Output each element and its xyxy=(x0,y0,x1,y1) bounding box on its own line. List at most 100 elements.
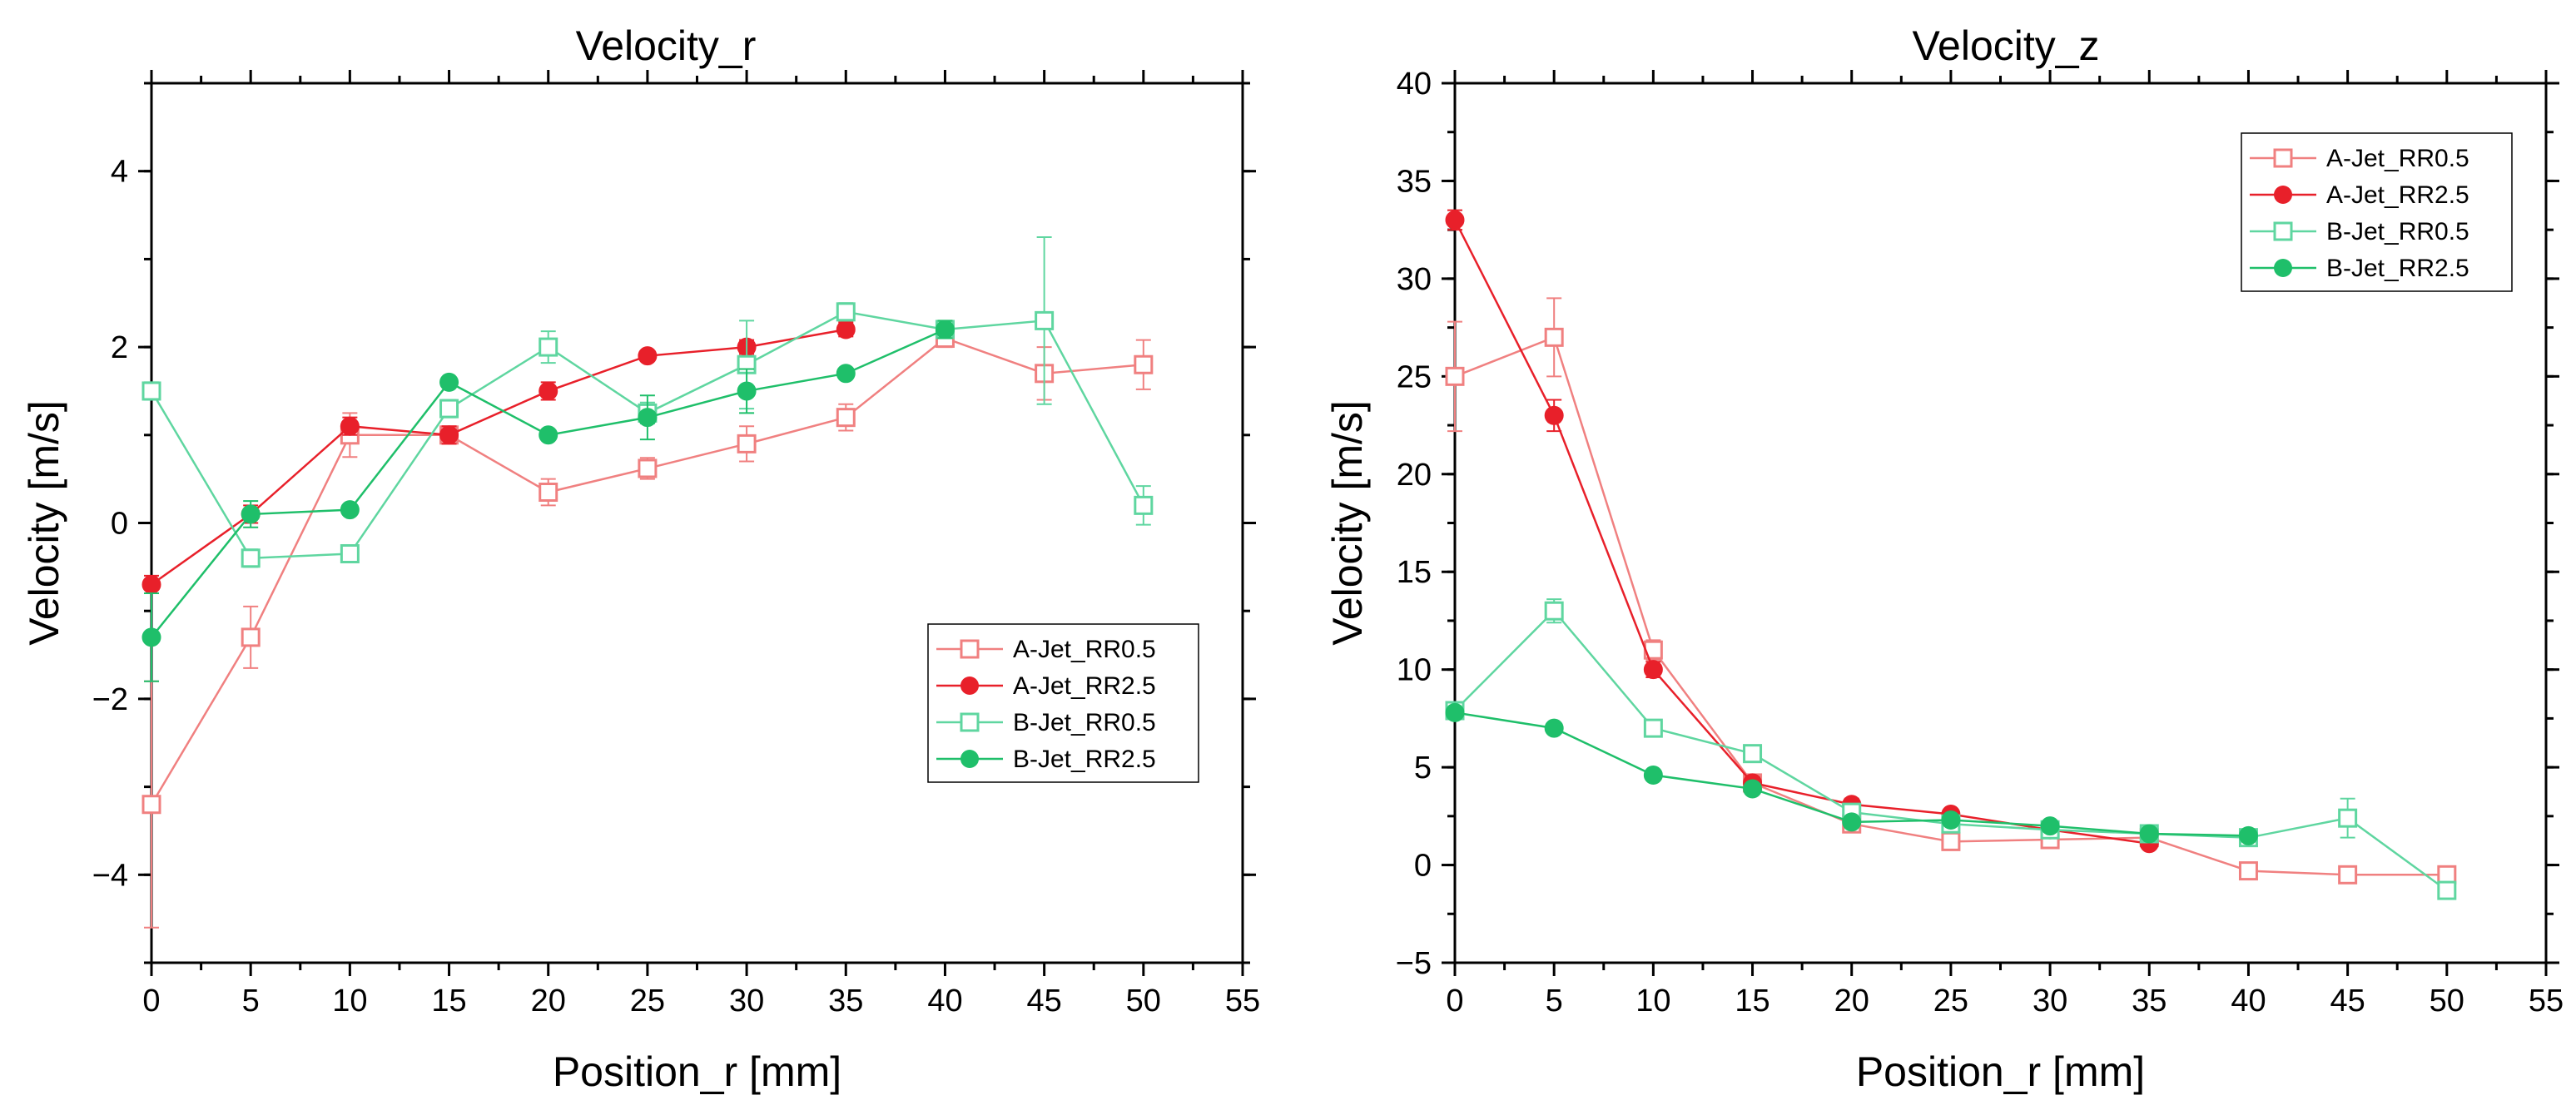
chart1-b-jet-rr2-5-point xyxy=(2040,816,2060,836)
chart0-x-tick-label: 10 xyxy=(332,984,367,1018)
chart1-x-tick-label: 45 xyxy=(2330,984,2365,1018)
chart0-a-jet-rr2-5-point xyxy=(539,381,558,401)
chart0-a-jet-rr2-5-point xyxy=(638,346,658,366)
velocity-r-chart: Velocity_r 0 5 10 15 20 25 30 35 40 45 50 55 −4 −2 0 2 4 P… xyxy=(21,22,1260,1095)
chart0-b-jet-rr2-5-series xyxy=(141,320,955,682)
chart0-a-jet-rr0-5-point xyxy=(836,408,856,428)
chart1-y-axis-label: Velocity [m/s] xyxy=(1324,400,1371,646)
chart0-b-jet-rr2-5-point xyxy=(836,364,856,384)
chart0-x-tick-label: 5 xyxy=(242,984,260,1018)
chart1-b-jet-rr2-5-series xyxy=(1445,702,2258,845)
chart1-y-tick-label: 35 xyxy=(1397,164,1432,199)
chart0-title: Velocity_r xyxy=(576,22,757,69)
chart0-a-jet-rr2-5-point xyxy=(141,574,161,594)
chart1-a-jet-rr0-5-point xyxy=(1544,327,1564,347)
chart0-a-jet-rr2-5-point xyxy=(340,416,360,436)
chart1-b-jet-rr0-5-point xyxy=(1544,601,1564,621)
chart1-a-jet-rr2-5-line xyxy=(1453,219,2150,845)
chart1-y-tick-label: 10 xyxy=(1397,653,1432,688)
chart0-plot-frame xyxy=(150,82,1244,964)
chart0-legend-b-jet-rr0-5-marker xyxy=(960,712,980,732)
chart0-a-jet-rr2-5-line xyxy=(151,328,846,586)
chart0-b-jet-rr2-5-point xyxy=(737,381,757,401)
chart1-x-tick-label: 55 xyxy=(2529,984,2564,1018)
chart1-a-jet-rr2-5-point xyxy=(1643,660,1663,680)
chart1-x-tick-label: 10 xyxy=(1635,984,1670,1018)
chart1-y-tick-label: 25 xyxy=(1397,359,1432,394)
chart1-x-tick-label: 50 xyxy=(2430,984,2464,1018)
chart1-b-jet-rr0-5-point xyxy=(2437,880,2457,900)
chart1-a-jet-rr2-5-point xyxy=(1445,210,1465,230)
chart1-x-tick-label: 35 xyxy=(2132,984,2167,1018)
chart0-b-jet-rr0-5-point xyxy=(141,381,161,401)
chart0-b-jet-rr2-5-point xyxy=(539,425,558,445)
chart0-a-jet-rr0-5-point xyxy=(638,458,658,478)
chart1-b-jet-rr2-5-point xyxy=(1544,718,1564,738)
chart1-b-jet-rr0-5-point xyxy=(1643,718,1663,738)
chart0-a-jet-rr0-5-point xyxy=(539,483,558,503)
chart1-a-jet-rr0-5-point xyxy=(1941,831,1961,851)
chart1-x-axis-label: Position_r [mm] xyxy=(1856,1048,2145,1095)
chart1-y-tick-label: 30 xyxy=(1397,262,1432,297)
velocity-z-chart: Velocity_z 0 5 10 15 20 25 30 35 40 45 50 55 −5 0 5 10 15… xyxy=(1324,22,2564,1095)
chart1-y-tick-label: 20 xyxy=(1397,458,1432,493)
chart1-legend-b-jet-rr2-5-label: B-Jet_RR2.5 xyxy=(2326,255,2469,282)
chart0-y-tick-label: −4 xyxy=(92,858,128,893)
chart0-b-jet-rr2-5-point xyxy=(141,627,161,647)
chart0-legend-b-jet-rr0-5-label: B-Jet_RR0.5 xyxy=(1013,709,1156,736)
chart0-legend-b-jet-rr2-5-marker xyxy=(960,750,979,768)
chart1-y-tick-label: 5 xyxy=(1414,751,1432,785)
chart0-a-jet-rr0-5-point xyxy=(1134,354,1154,374)
chart1-a-jet-rr0-5-line xyxy=(1454,335,2447,876)
chart1-b-jet-rr0-5-point xyxy=(2338,808,2358,828)
chart1-x-tick-label: 30 xyxy=(2033,984,2067,1018)
chart0-x-tick-label: 15 xyxy=(431,984,466,1018)
chart0-y-tick-label: 2 xyxy=(111,330,128,365)
chart1-x-tick-label: 20 xyxy=(1834,984,1869,1018)
chart0-y-tick-label: 0 xyxy=(111,507,128,542)
chart0-b-jet-rr2-5-point xyxy=(935,320,955,339)
chart0-a-jet-rr0-5-point xyxy=(241,627,261,647)
chart0-b-jet-rr2-5-point xyxy=(439,372,459,392)
chart1-legend-a-jet-rr2-5-marker xyxy=(2274,186,2292,204)
chart1-a-jet-rr0-5-point xyxy=(2338,865,2358,885)
chart0-y-tick-label: −2 xyxy=(92,682,128,717)
chart1-b-jet-rr0-5-point xyxy=(1743,744,1763,764)
chart1-a-jet-rr0-5-point xyxy=(2437,865,2457,885)
chart0-b-jet-rr2-5-point xyxy=(638,408,658,428)
chart0-x-tick-label: 30 xyxy=(729,984,764,1018)
chart1-legend-b-jet-rr0-5-marker xyxy=(2273,221,2293,241)
chart1-b-jet-rr2-5-point xyxy=(2139,824,2159,844)
chart0-legend: A-Jet_RR0.5 A-Jet_RR2.5 B-Jet_RR0.5 B-Jet_R… xyxy=(927,623,1199,783)
chart1-a-jet-rr0-5-point xyxy=(1445,366,1465,386)
chart0-x-tick-label: 50 xyxy=(1126,984,1161,1018)
chart1-legend: A-Jet_RR0.5 A-Jet_RR2.5 B-Jet_RR0.5 B-Jet_R… xyxy=(2241,132,2513,292)
chart0-legend-a-jet-rr0-5-label: A-Jet_RR0.5 xyxy=(1013,636,1156,663)
chart0-y-tick-label: 4 xyxy=(111,155,128,190)
chart0-a-jet-rr2-5-point xyxy=(439,425,459,445)
chart0-b-jet-rr2-5-point xyxy=(340,500,360,520)
chart0-a-jet-rr0-5-point xyxy=(737,434,757,453)
chart1-title: Velocity_z xyxy=(1912,22,2099,69)
chart0-legend-b-jet-rr2-5-label: B-Jet_RR2.5 xyxy=(1013,746,1156,773)
chart0-x-tick-label: 40 xyxy=(927,984,962,1018)
chart0-legend-a-jet-rr0-5-marker xyxy=(960,639,980,659)
chart0-b-jet-rr0-5-point xyxy=(539,337,558,357)
chart1-b-jet-rr2-5-point xyxy=(1743,779,1763,799)
chart0-b-jet-rr0-5-point xyxy=(340,543,360,563)
chart1-b-jet-rr2-5-point xyxy=(1643,766,1663,785)
chart0-x-tick-label: 25 xyxy=(630,984,665,1018)
chart1-legend-a-jet-rr2-5-label: A-Jet_RR2.5 xyxy=(2326,181,2469,209)
chart1-b-jet-rr2-5-point xyxy=(2238,825,2258,845)
chart0-legend-a-jet-rr2-5-label: A-Jet_RR2.5 xyxy=(1013,672,1156,700)
chart1-y-tick-label: 40 xyxy=(1397,67,1432,102)
chart1-x-tick-label: 25 xyxy=(1933,984,1968,1018)
chart1-b-jet-rr2-5-point xyxy=(1445,702,1465,722)
chart1-a-jet-rr0-5-series xyxy=(1445,297,2457,885)
chart1-a-jet-rr0-5-point xyxy=(2238,861,2258,881)
chart0-legend-a-jet-rr2-5-marker xyxy=(960,676,979,695)
chart1-legend-a-jet-rr0-5-label: A-Jet_RR0.5 xyxy=(2326,145,2469,172)
chart0-a-jet-rr0-5-point xyxy=(141,795,161,815)
chart1-y-tick-label: 0 xyxy=(1414,849,1432,884)
